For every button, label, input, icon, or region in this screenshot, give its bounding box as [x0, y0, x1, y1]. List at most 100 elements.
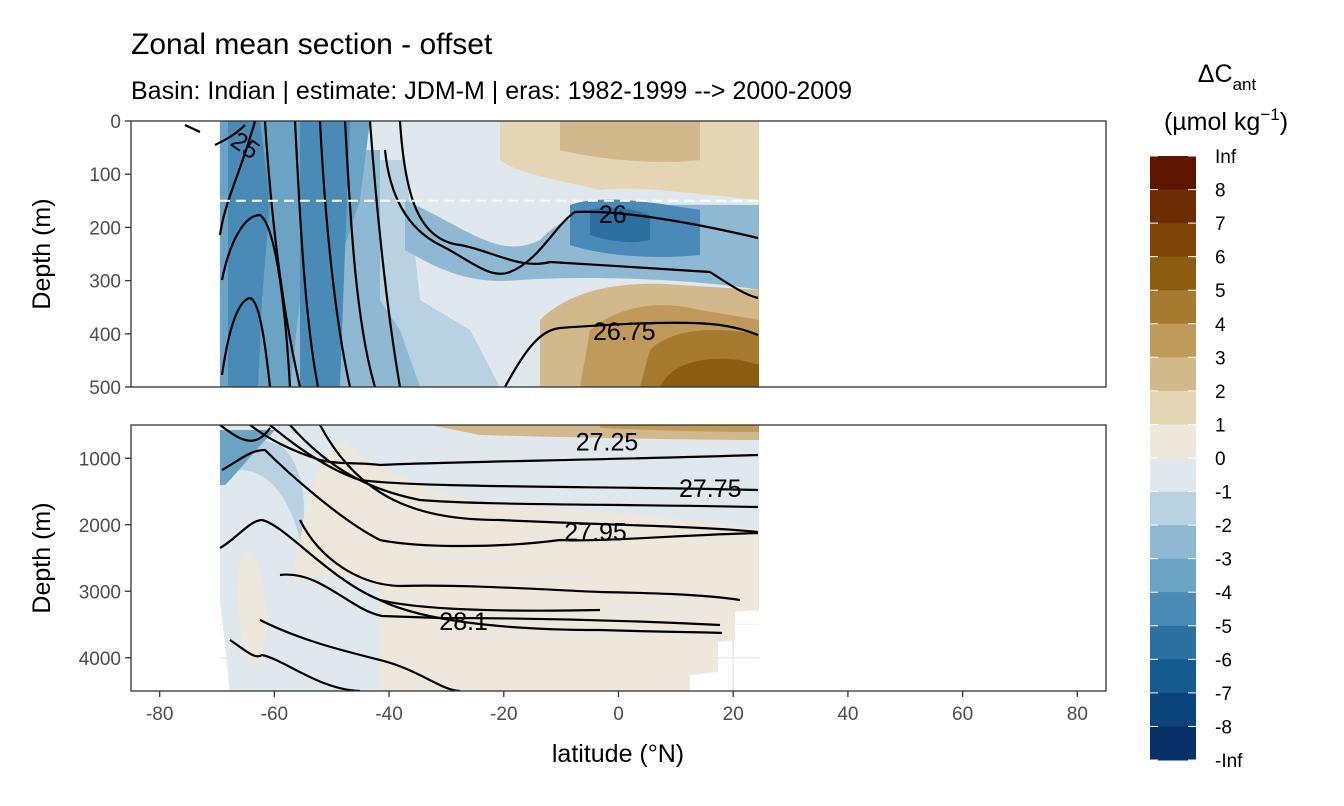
legend-swatch	[1150, 390, 1196, 425]
upper-contour-line	[263, 121, 302, 387]
legend-break-label: -5	[1215, 617, 1232, 638]
legend-swatch	[1150, 256, 1196, 291]
lower-panel-field	[131, 425, 1106, 691]
legend-title: ΔCant	[1198, 60, 1257, 94]
legend-swatch	[1150, 458, 1196, 493]
contour-label: 28.1	[439, 608, 488, 636]
legend-break-label: 7	[1215, 214, 1226, 235]
lower-contour-line	[219, 518, 723, 635]
lower-contour-line	[289, 425, 759, 509]
legend-swatch	[1150, 592, 1196, 627]
lower-contour-labels: 27.25 27.75 27.95 28.1	[439, 429, 741, 637]
contour-label: 27.25	[576, 429, 639, 457]
lower-contour-line	[269, 425, 759, 492]
y-tick-label: 400	[89, 325, 121, 346]
legend-title-main: ΔC	[1198, 60, 1233, 88]
contour-label: 26	[599, 201, 627, 229]
upper-field-nodata-south	[131, 121, 220, 387]
upper-contour-line	[214, 124, 246, 146]
legend-break-label: -2	[1215, 516, 1232, 537]
legend-swatch	[1150, 156, 1196, 191]
upper-field-brown-deep-core	[660, 358, 760, 387]
upper-panel-border	[130, 120, 1107, 388]
y-axis-title-upper: Depth (m)	[28, 198, 56, 309]
lower-field-tan-top-strong	[600, 425, 760, 432]
x-tick-label: -40	[375, 704, 402, 725]
legend-break-label: -1	[1215, 483, 1232, 504]
upper-contour-line	[504, 321, 759, 387]
y-tick-label: 300	[89, 272, 121, 293]
legend-break-label: -3	[1215, 550, 1232, 571]
legend-break-label: -6	[1215, 650, 1232, 671]
x-tick-label: 60	[952, 704, 973, 725]
y-tick-label: 4000	[79, 649, 121, 670]
legend-break-label: 4	[1215, 315, 1226, 336]
x-tick-label: 40	[837, 704, 858, 725]
upper-contour-line	[383, 149, 759, 275]
upper-contour-line	[398, 121, 759, 300]
y-tick-label: 1000	[79, 449, 121, 470]
legend-unit: (µmol kg−1)	[1164, 105, 1288, 136]
y-tick-label: 0	[110, 112, 121, 133]
legend-swatch	[1150, 692, 1196, 727]
upper-contour-line	[218, 121, 257, 236]
legend: ΔCant (µmol kg−1) Inf 8 7 6 5 4 3 2 1 0 -1 -2 -3 -4 -5…	[1150, 60, 1288, 772]
y-axis-title-lower: Depth (m)	[28, 502, 56, 613]
legend-swatch	[1150, 525, 1196, 560]
legend-break-label: Inf	[1215, 147, 1237, 168]
x-axis-title: latitude (°N)	[552, 740, 684, 768]
lower-contour-line	[221, 448, 759, 548]
upper-y-axis: 0 100 200 300 400 500	[89, 112, 131, 399]
contour-label: 27.75	[679, 475, 742, 503]
legend-swatch	[1150, 726, 1196, 761]
lower-contour-line	[229, 639, 361, 691]
y-tick-label: 500	[89, 378, 121, 399]
upper-contours	[184, 121, 759, 387]
legend-break-label: -8	[1215, 717, 1232, 738]
x-tick-label: 20	[723, 704, 744, 725]
x-tick-label: -20	[490, 704, 517, 725]
legend-break-label: 5	[1215, 281, 1226, 302]
legend-unit-prefix: (µmol kg	[1164, 108, 1260, 136]
legend-swatch	[1150, 659, 1196, 694]
y-tick-label: 200	[89, 218, 121, 239]
upper-contour-line	[220, 296, 272, 387]
y-tick-label: 3000	[79, 582, 121, 603]
upper-field-tan-surface-strong	[560, 121, 700, 162]
contour-label: 26.75	[593, 318, 656, 346]
legend-title-subscript: ant	[1233, 75, 1257, 94]
lower-contour-line	[299, 519, 741, 602]
lower-field-blue-deep	[240, 575, 380, 691]
upper-contour-line	[220, 213, 292, 387]
legend-unit-suffix: )	[1280, 108, 1288, 136]
legend-swatch	[1150, 558, 1196, 593]
lower-field-nodata-north	[759, 425, 1106, 691]
upper-field-thermocline-deep	[590, 207, 650, 243]
upper-contour-line	[368, 121, 402, 387]
x-tick-label: -80	[146, 704, 173, 725]
legend-swatch	[1150, 357, 1196, 392]
legend-swatch	[1150, 424, 1196, 459]
lower-contour-line	[279, 573, 721, 627]
contour-label: 27.95	[564, 518, 627, 546]
legend-swatch	[1150, 223, 1196, 258]
upper-contour-line	[184, 124, 201, 133]
y-tick-label: 100	[89, 165, 121, 186]
legend-break-label: 1	[1215, 415, 1226, 436]
chart-subtitle: Basin: Indian | estimate: JDM-M | eras: …	[131, 77, 852, 105]
legend-colorbar: Inf 8 7 6 5 4 3 2 1 0 -1 -2 -3 -4 -5 -6 -7 -8 -Inf	[1150, 147, 1243, 772]
y-tick-label: 2000	[79, 516, 121, 537]
legend-break-label: 0	[1215, 449, 1226, 470]
lower-panel: 27.25 27.75 27.95 28.1 1000 2000 3000 4000	[79, 424, 1107, 692]
lower-contour-line	[249, 425, 759, 467]
lower-y-axis: 1000 2000 3000 4000	[79, 449, 131, 670]
lower-field-blue-strong	[220, 430, 275, 485]
lower-contour-line	[319, 425, 759, 534]
legend-break-label: 6	[1215, 248, 1226, 269]
lower-contours	[219, 425, 759, 691]
legend-break-label: 2	[1215, 382, 1226, 403]
legend-unit-superscript: −1	[1260, 105, 1279, 124]
x-axis: -80 -60 -40 -20 0 20 40 60 80	[146, 691, 1088, 725]
upper-field-nodata-north	[759, 121, 1106, 387]
